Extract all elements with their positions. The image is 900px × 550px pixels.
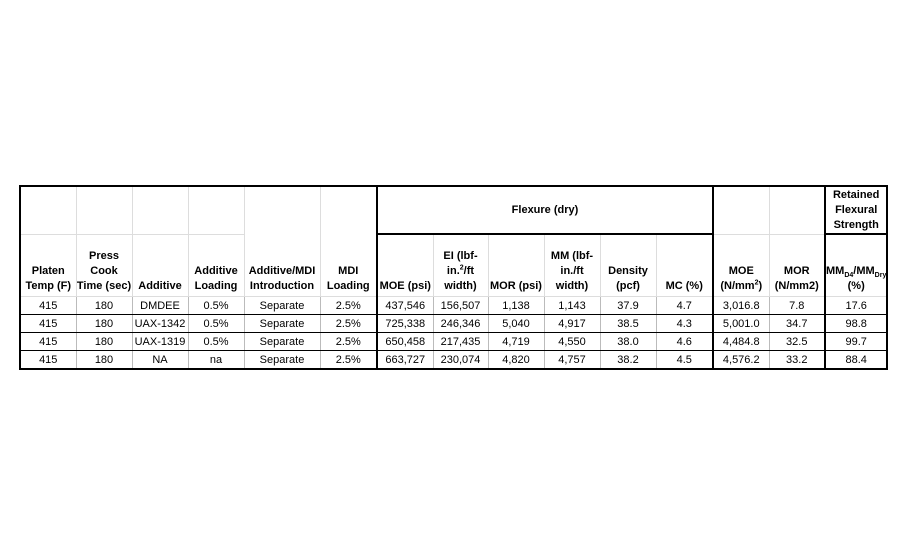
cell-additive: UAX-1319 (131, 332, 189, 351)
ret-a: MM (826, 265, 845, 277)
header-introduction: Additive/MDI Introduction (243, 185, 321, 297)
header-mor-psi: MOR (psi) (487, 233, 545, 297)
cell-mdi-loading: 2.5% (319, 314, 378, 333)
cell-introduction: Separate (243, 314, 321, 333)
cell-introduction: Separate (243, 332, 321, 351)
cell-mor-si: 7.8 (768, 296, 826, 315)
cell-mm: 1,143 (543, 296, 601, 315)
cell-mor-si: 32.5 (768, 332, 826, 351)
header-density: Density (pcf) (599, 233, 657, 297)
cell-mdi-loading: 2.5% (319, 350, 378, 370)
cell-density: 38.2 (599, 350, 657, 370)
cell-additive: NA (131, 350, 189, 370)
cell-moe-psi: 437,546 (376, 296, 434, 315)
cell-ei: 230,074 (432, 350, 489, 370)
ret-b: /MM (853, 265, 875, 277)
cell-mor-si: 33.2 (768, 350, 826, 370)
cell-mm: 4,917 (543, 314, 601, 333)
cell-density: 38.5 (599, 314, 657, 333)
cell-density: 38.0 (599, 332, 657, 351)
cell-moe-si: 5,001.0 (712, 314, 770, 333)
cell-mc: 4.7 (655, 296, 714, 315)
cell-mc: 4.6 (655, 332, 714, 351)
table-row: 415 180 NA na Separate 2.5% 663,727 230,074 4,82… (19, 350, 889, 370)
band-flexure-dry: Flexure (dry) (376, 185, 714, 235)
ei-sup: 2 (459, 264, 464, 272)
cell-mor-si: 34.7 (768, 314, 826, 333)
cell-press-time: 180 (75, 332, 133, 351)
cell-mm: 4,757 (543, 350, 601, 370)
ei-label-b: /ft width) (444, 265, 477, 292)
cell-moe-si: 4,484.8 (712, 332, 770, 351)
cell-press-time: 180 (75, 314, 133, 333)
header-moe-psi: MOE (psi) (376, 233, 434, 297)
header-ei: EI (lbf-in.2/ft width) (432, 233, 489, 297)
cell-press-time: 180 (75, 350, 133, 370)
cell-ei: 246,346 (432, 314, 489, 333)
table-row: 415 180 UAX-1342 0.5% Separate 2.5% 725,338 246… (19, 314, 889, 333)
band-empty (75, 185, 133, 235)
cell-platen-temp: 415 (19, 314, 77, 333)
cell-ei: 156,507 (432, 296, 489, 315)
cell-mdi-loading: 2.5% (319, 332, 378, 351)
cell-additive-loading: 0.5% (187, 314, 245, 333)
moe-si-label-b: ) (758, 280, 763, 292)
header-retained-ratio: MMD4/MMDry (%) (823, 233, 889, 297)
cell-moe-psi: 663,727 (376, 350, 434, 370)
header-additive-loading: Additive Loading (187, 233, 245, 297)
cell-density: 37.9 (599, 296, 657, 315)
cell-additive-loading: na (187, 350, 245, 370)
cell-ei: 217,435 (432, 332, 489, 351)
cell-mc: 4.5 (655, 350, 714, 370)
cell-moe-si: 4,576.2 (712, 350, 770, 370)
cell-mor-psi: 4,820 (487, 350, 545, 370)
cell-press-time: 180 (75, 296, 133, 315)
header-platen: Platen Temp (F) (19, 233, 77, 297)
header-press: Press Cook Time (sec) (75, 233, 133, 297)
band-retained: Retained Flexural Strength (823, 185, 889, 235)
cell-retained: 17.6 (823, 296, 889, 315)
cell-introduction: Separate (243, 350, 321, 370)
cell-retained: 88.4 (823, 350, 889, 370)
cell-additive: UAX-1342 (131, 314, 189, 333)
cell-mc: 4.3 (655, 314, 714, 333)
table-row: 415 180 DMDEE 0.5% Separate 2.5% 437,546 156,50… (19, 296, 889, 315)
header-mdi-loading: MDI Loading (319, 185, 378, 297)
cell-retained: 98.8 (823, 314, 889, 333)
header-mm: MM (lbf-in./ft width) (543, 233, 601, 297)
header-moe-si: MOE (N/mm2) (712, 233, 770, 297)
cell-moe-psi: 650,458 (376, 332, 434, 351)
cell-platen-temp: 415 (19, 350, 77, 370)
band-empty (712, 185, 770, 235)
moe-si-sup: 2 (754, 279, 759, 287)
results-table: Additive/MDI Introduction MDI Loading Fl… (19, 185, 889, 370)
ret-c: (%) (847, 280, 865, 292)
band-empty (19, 185, 77, 235)
table-row: 415 180 UAX-1319 0.5% Separate 2.5% 650,458 217… (19, 332, 889, 351)
cell-additive-loading: 0.5% (187, 296, 245, 315)
cell-additive: DMDEE (131, 296, 189, 315)
cell-mor-psi: 5,040 (487, 314, 545, 333)
cell-platen-temp: 415 (19, 332, 77, 351)
moe-si-label: MOE (N/mm (720, 265, 755, 292)
cell-mor-psi: 1,138 (487, 296, 545, 315)
cell-retained: 99.7 (823, 332, 889, 351)
cell-moe-psi: 725,338 (376, 314, 434, 333)
cell-additive-loading: 0.5% (187, 332, 245, 351)
cell-mdi-loading: 2.5% (319, 296, 378, 315)
ret-sub2: Dry (874, 272, 887, 280)
ei-label: EI (lbf-in. (443, 250, 478, 277)
cell-introduction: Separate (243, 296, 321, 315)
header-additive: Additive (131, 233, 189, 297)
header-mor-si: MOR (N/mm2) (768, 233, 826, 297)
band-empty (187, 185, 245, 235)
cell-mor-psi: 4,719 (487, 332, 545, 351)
cell-platen-temp: 415 (19, 296, 77, 315)
header-mc: MC (%) (655, 233, 714, 297)
cell-moe-si: 3,016.8 (712, 296, 770, 315)
band-empty (131, 185, 189, 235)
band-empty (768, 185, 826, 235)
ret-sub1: D4 (844, 272, 854, 280)
cell-mm: 4,550 (543, 332, 601, 351)
